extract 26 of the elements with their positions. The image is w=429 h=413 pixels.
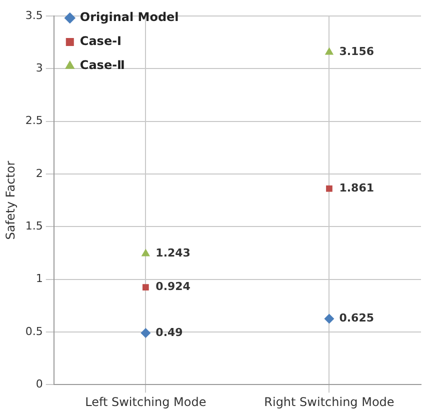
- x-tick-label: Left Switching Mode: [85, 394, 206, 409]
- y-tick-label: 1: [36, 272, 43, 286]
- point: [326, 185, 332, 192]
- point: [141, 248, 150, 256]
- data-label: 3.156: [339, 45, 374, 58]
- point: [142, 284, 149, 290]
- point: [324, 47, 334, 55]
- data-label: 0.625: [339, 312, 374, 325]
- y-tick-label: 0.5: [25, 324, 43, 338]
- point: [140, 328, 151, 338]
- x-tick-label: Right Switching Mode: [264, 394, 394, 409]
- y-tick-label: 2.5: [25, 114, 43, 128]
- y-tick-label: 1.5: [25, 219, 43, 232]
- data-label: 0.924: [156, 280, 191, 294]
- y-tick-label: 0: [36, 377, 43, 390]
- legend-label: Case-Ⅱ: [80, 58, 125, 72]
- data-label: 1.243: [156, 246, 190, 260]
- data-label: 1.861: [339, 181, 374, 194]
- y-tick-label: 3.5: [25, 8, 43, 22]
- legend-label: Original Model: [80, 10, 179, 24]
- y-axis-title: Safety Factor: [3, 160, 18, 240]
- data-label: 0.49: [156, 326, 183, 339]
- y-tick-label: 3: [36, 62, 43, 75]
- y-tick-label: 2: [36, 166, 43, 180]
- legend-label: Case-I: [80, 34, 122, 48]
- point: [324, 314, 334, 324]
